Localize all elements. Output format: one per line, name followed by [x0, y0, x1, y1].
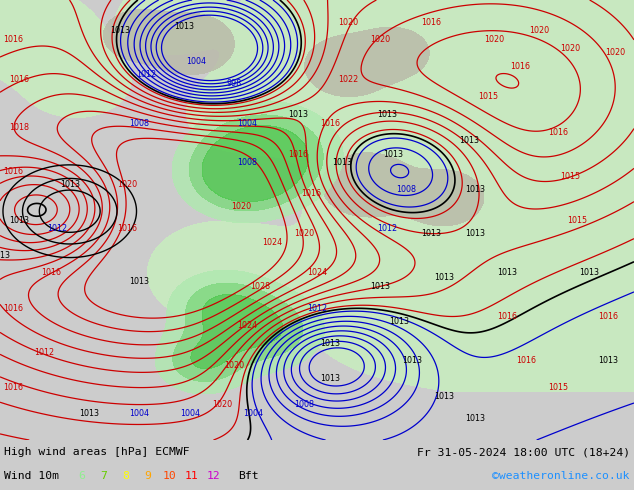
- Text: 1016: 1016: [516, 356, 536, 366]
- Text: 1016: 1016: [598, 312, 619, 321]
- Text: 1016: 1016: [3, 35, 23, 44]
- Text: 7: 7: [101, 471, 107, 481]
- Text: 1020: 1020: [339, 18, 359, 26]
- Text: 1016: 1016: [3, 383, 23, 392]
- Text: 9: 9: [145, 471, 152, 481]
- Text: 998: 998: [227, 79, 242, 88]
- Text: 1013: 1013: [598, 356, 619, 366]
- Text: 1013: 1013: [465, 414, 486, 422]
- Text: 1016: 1016: [288, 149, 308, 158]
- Text: 1012: 1012: [47, 224, 67, 233]
- Text: 1004: 1004: [180, 409, 200, 418]
- Text: 1013: 1013: [402, 356, 422, 366]
- Text: 1020: 1020: [484, 35, 505, 44]
- Text: 1013: 1013: [465, 229, 486, 238]
- Text: 1008: 1008: [237, 158, 257, 167]
- Text: 1013: 1013: [79, 409, 99, 418]
- Text: 1020: 1020: [224, 361, 245, 370]
- Text: 8: 8: [122, 471, 129, 481]
- Text: 1018: 1018: [9, 123, 29, 132]
- Text: 1020: 1020: [294, 229, 314, 238]
- Text: Fr 31-05-2024 18:00 UTC (18+24): Fr 31-05-2024 18:00 UTC (18+24): [417, 447, 630, 457]
- Text: 1015: 1015: [560, 172, 581, 180]
- Text: 1013: 1013: [129, 277, 150, 286]
- Text: 1020: 1020: [117, 180, 137, 189]
- Text: 6: 6: [79, 471, 86, 481]
- Text: 1013: 1013: [9, 216, 29, 224]
- Text: 1016: 1016: [3, 303, 23, 313]
- Text: 1013: 1013: [0, 251, 10, 260]
- Text: 1013: 1013: [332, 158, 353, 167]
- Text: 1020: 1020: [212, 400, 232, 409]
- Text: 1016: 1016: [9, 74, 29, 84]
- Text: 1008: 1008: [294, 400, 314, 409]
- Text: 1012: 1012: [377, 224, 397, 233]
- Text: 1012: 1012: [34, 347, 55, 357]
- Text: 1016: 1016: [421, 18, 441, 26]
- Text: 1016: 1016: [301, 189, 321, 198]
- Text: 1016: 1016: [497, 312, 517, 321]
- Text: 1020: 1020: [560, 44, 581, 53]
- Text: 1016: 1016: [548, 127, 568, 137]
- Text: 1013: 1013: [389, 317, 410, 326]
- Text: 1016: 1016: [3, 167, 23, 176]
- Text: 1013: 1013: [370, 282, 391, 291]
- Text: 1012: 1012: [307, 303, 327, 313]
- Text: 1013: 1013: [465, 185, 486, 194]
- Text: 1008: 1008: [129, 119, 150, 128]
- Text: 1024: 1024: [307, 269, 327, 277]
- Text: 1016: 1016: [510, 62, 530, 71]
- Text: 1013: 1013: [497, 269, 517, 277]
- Text: 1024: 1024: [237, 321, 257, 330]
- Text: 1008: 1008: [396, 185, 416, 194]
- Text: 1015: 1015: [478, 92, 498, 101]
- Text: 1020: 1020: [529, 26, 549, 35]
- Text: 1013: 1013: [110, 26, 131, 35]
- Text: 1013: 1013: [434, 273, 454, 282]
- Text: 1012: 1012: [136, 70, 156, 79]
- Text: 1004: 1004: [186, 57, 207, 66]
- Text: 1015: 1015: [567, 216, 587, 224]
- Text: ©weatheronline.co.uk: ©weatheronline.co.uk: [493, 471, 630, 481]
- Text: 1016: 1016: [41, 269, 61, 277]
- Text: 1013: 1013: [579, 269, 600, 277]
- Text: 1013: 1013: [421, 229, 441, 238]
- Text: 1020: 1020: [370, 35, 391, 44]
- Text: 1013: 1013: [320, 339, 340, 348]
- Text: 11: 11: [185, 471, 199, 481]
- Text: 1016: 1016: [320, 119, 340, 128]
- Text: 1015: 1015: [548, 383, 568, 392]
- Text: 1022: 1022: [339, 74, 359, 84]
- Text: 1016: 1016: [117, 224, 137, 233]
- Text: 1020: 1020: [605, 49, 625, 57]
- Text: 1013: 1013: [377, 110, 397, 119]
- Text: 1013: 1013: [459, 136, 479, 146]
- Text: 1013: 1013: [60, 180, 80, 189]
- Text: 1004: 1004: [237, 119, 257, 128]
- Text: 1020: 1020: [231, 202, 251, 211]
- Text: 1024: 1024: [262, 238, 283, 246]
- Text: 1013: 1013: [320, 374, 340, 383]
- Text: Bft: Bft: [238, 471, 259, 481]
- Text: High wind areas [hPa] ECMWF: High wind areas [hPa] ECMWF: [4, 447, 190, 457]
- Text: 1004: 1004: [243, 409, 264, 418]
- Text: 1013: 1013: [383, 149, 403, 158]
- Text: 1028: 1028: [250, 282, 270, 291]
- Text: Wind 10m: Wind 10m: [4, 471, 59, 481]
- Text: 1013: 1013: [174, 22, 194, 31]
- Text: 1004: 1004: [129, 409, 150, 418]
- Text: 1013: 1013: [434, 392, 454, 400]
- Text: 1013: 1013: [288, 110, 308, 119]
- Text: 10: 10: [163, 471, 177, 481]
- Text: 12: 12: [207, 471, 221, 481]
